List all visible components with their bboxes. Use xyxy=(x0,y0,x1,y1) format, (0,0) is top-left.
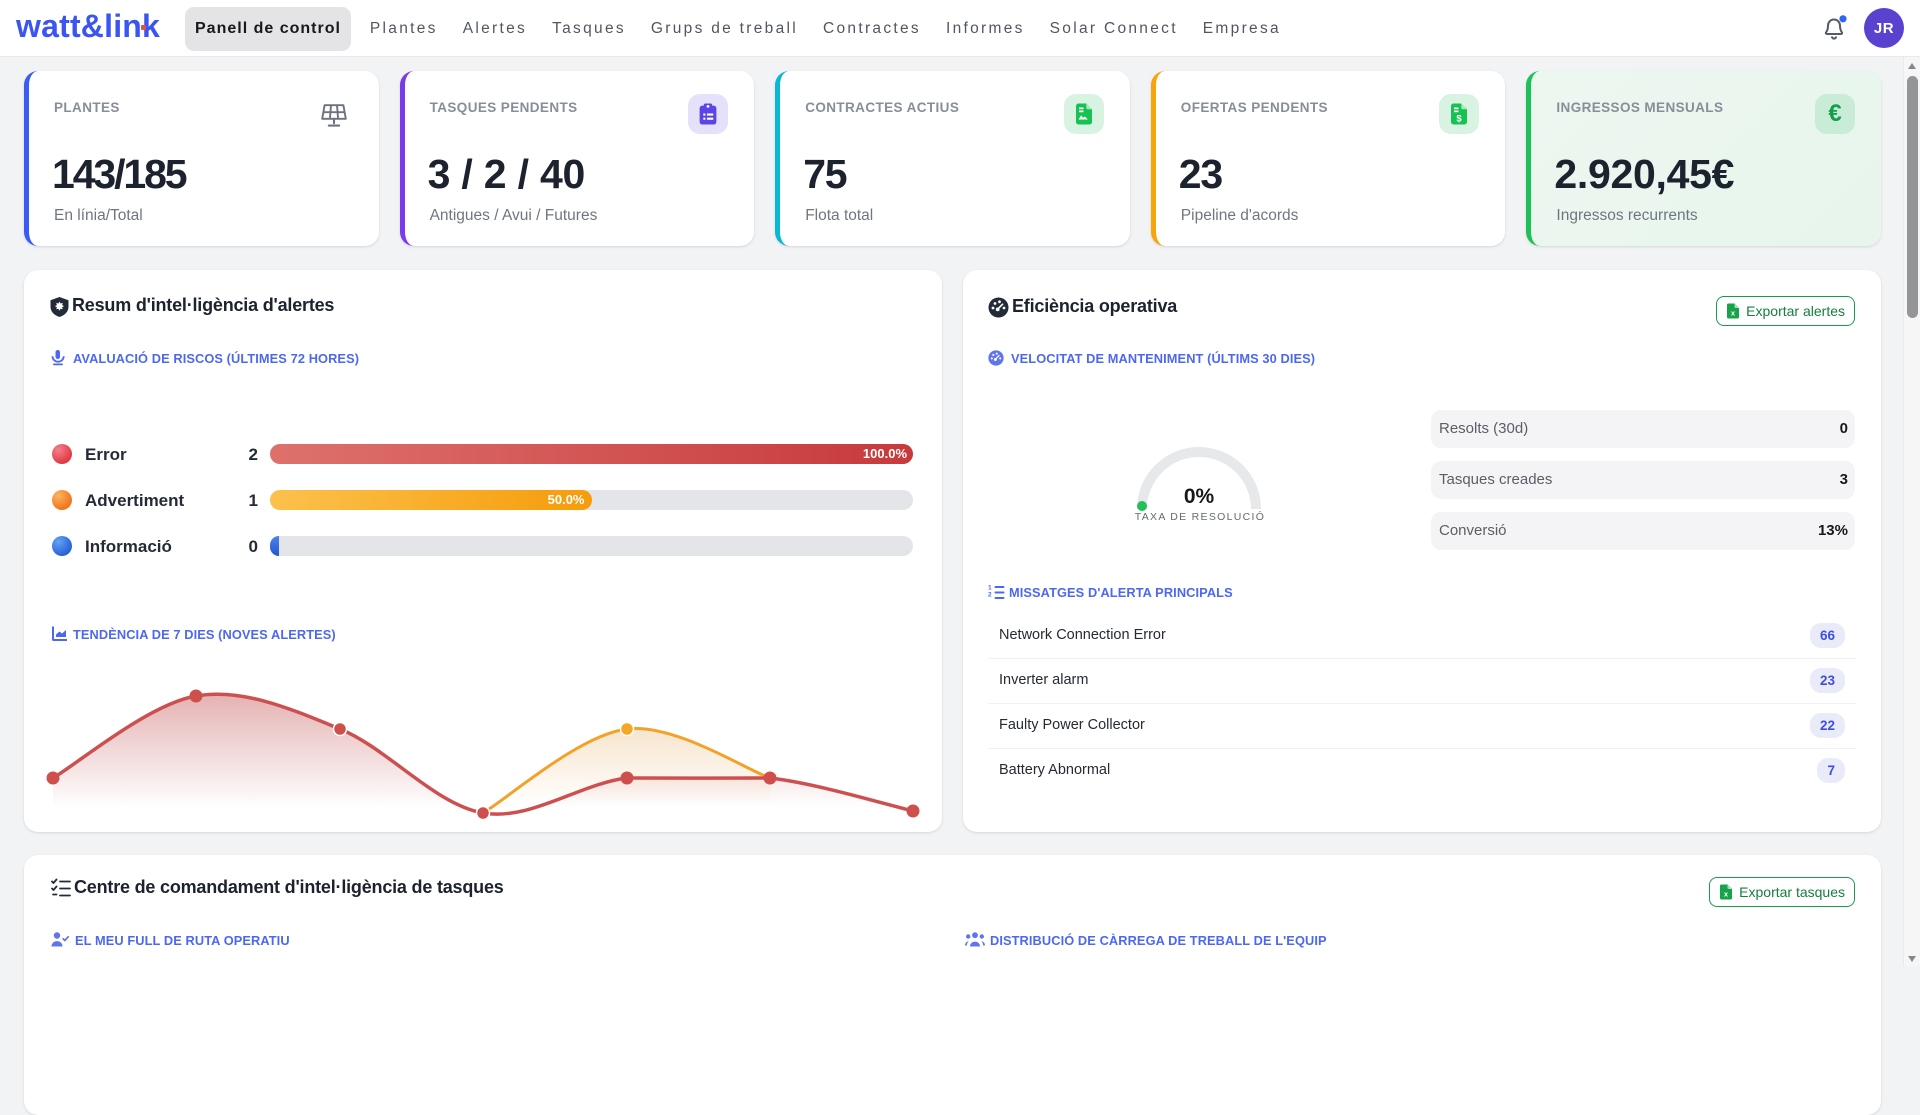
svg-text:$: $ xyxy=(1457,114,1463,125)
svg-text:x: x xyxy=(1724,890,1729,899)
svg-text:2: 2 xyxy=(988,592,992,599)
svg-text:1: 1 xyxy=(988,585,992,592)
svg-text:x: x xyxy=(1731,309,1736,318)
